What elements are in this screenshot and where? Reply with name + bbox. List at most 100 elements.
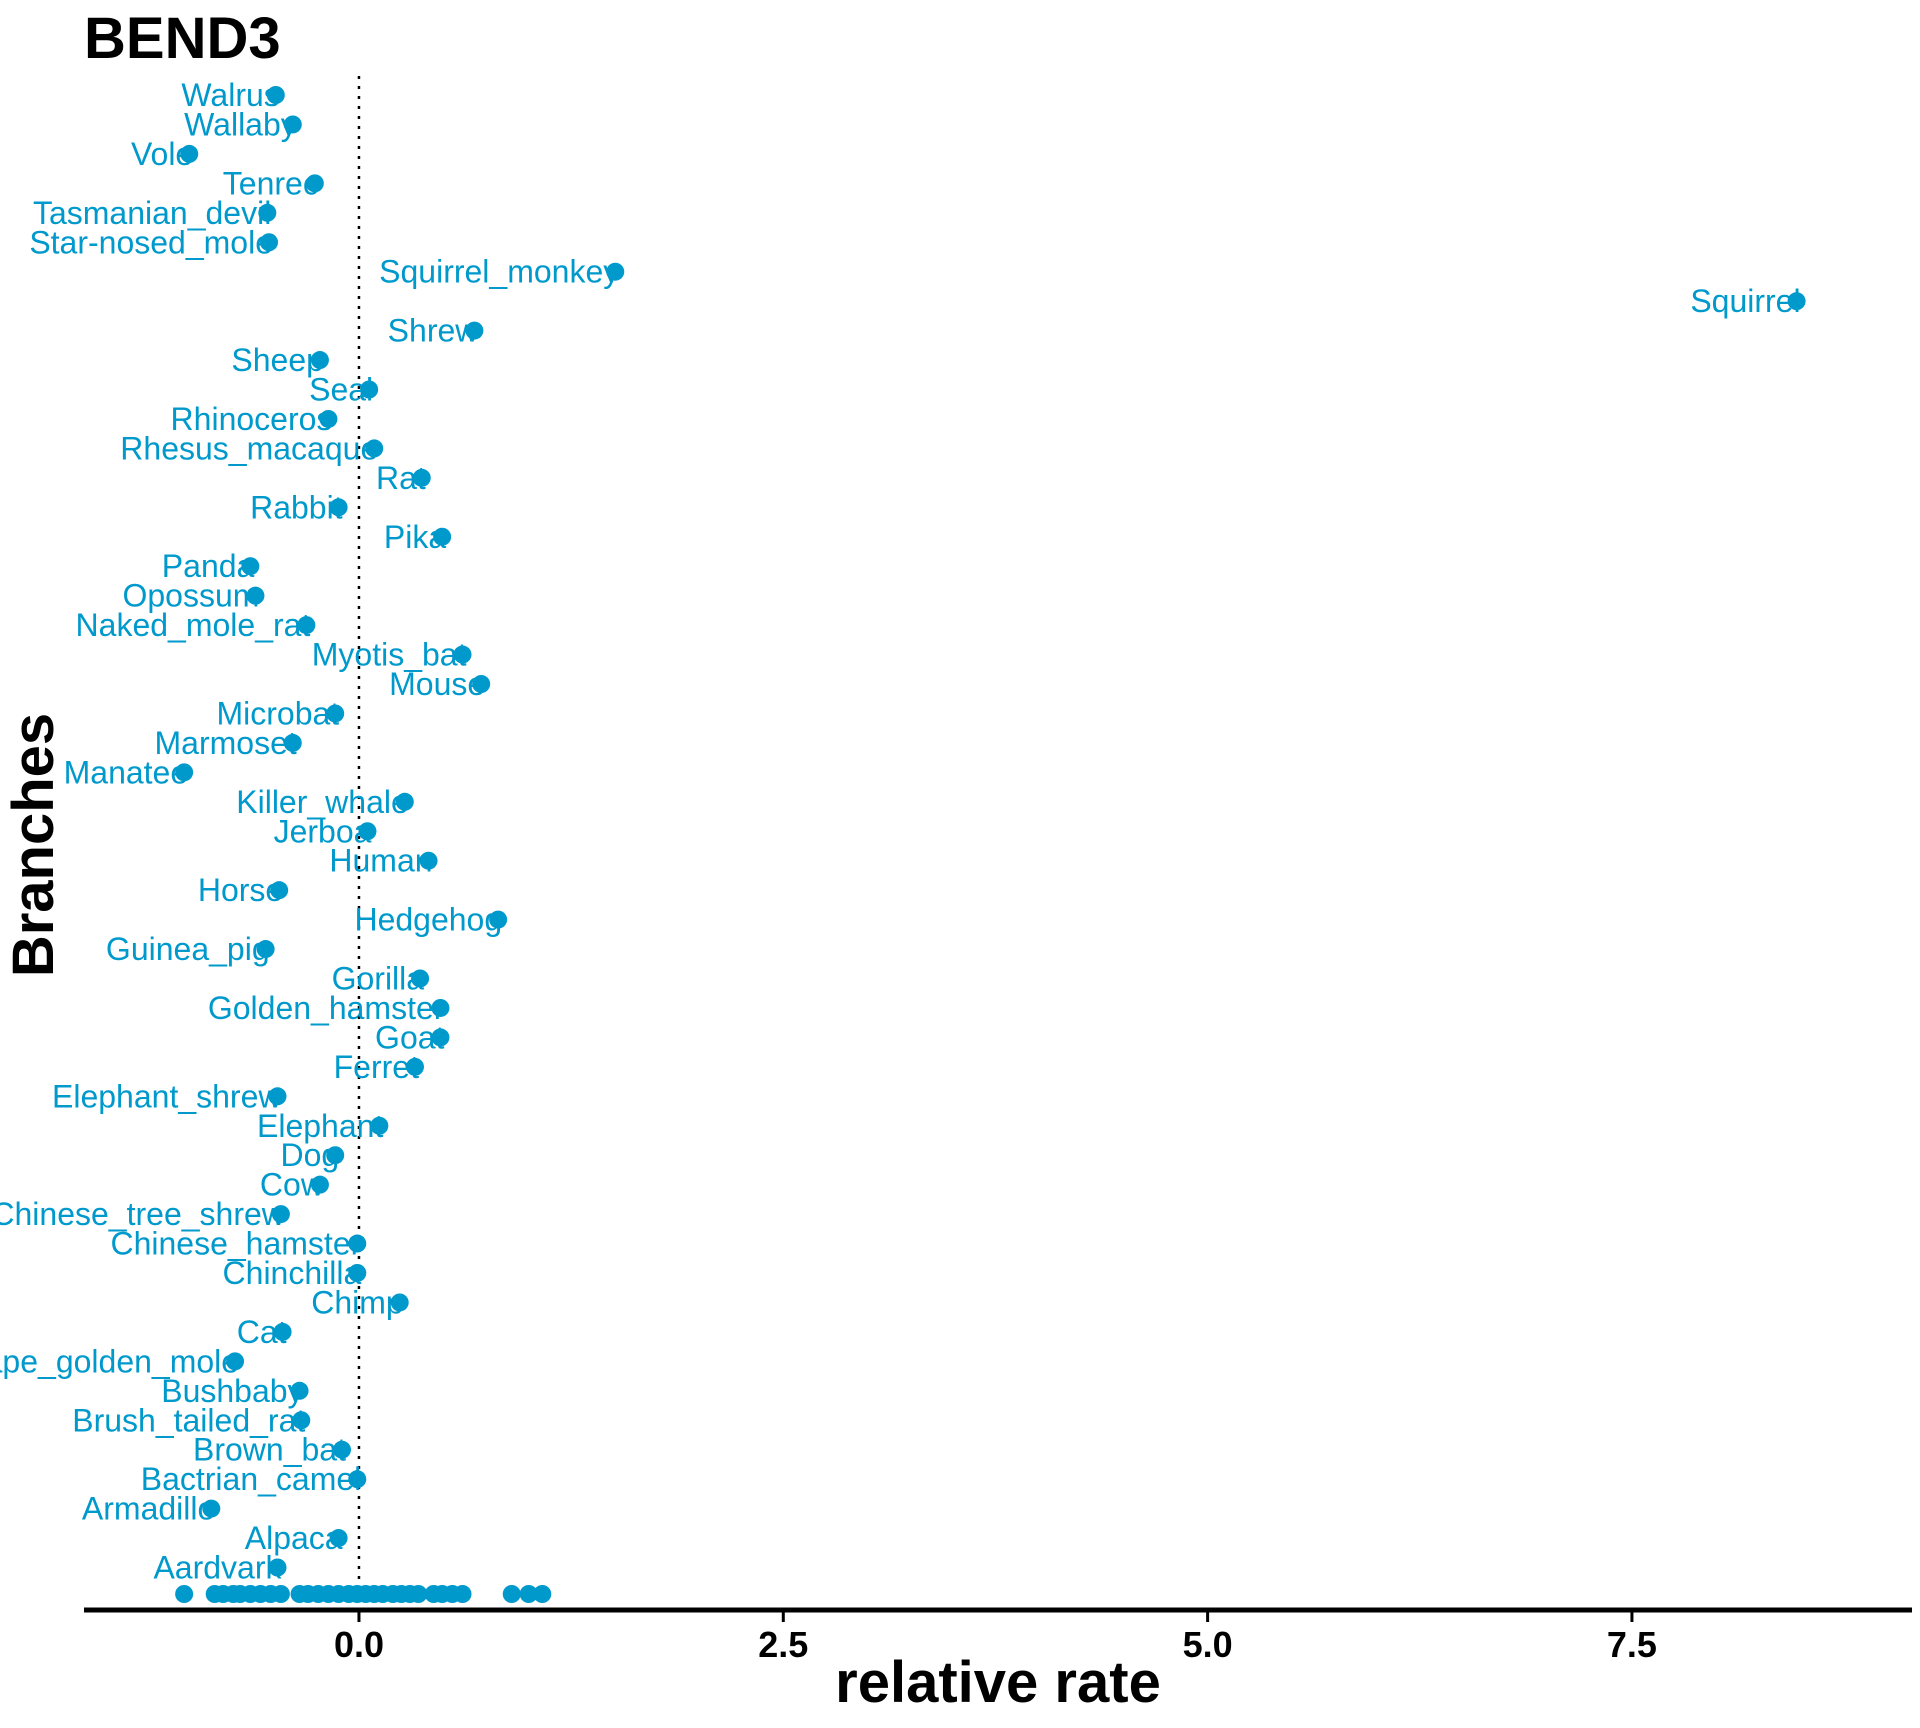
data-point [260,233,279,252]
x-tick-label: 5.0 [1183,1624,1233,1665]
data-point [266,86,285,104]
data-point [273,1322,292,1341]
data-point [348,1264,367,1282]
point-label: Rat [376,460,426,496]
point-label: Cat [237,1314,287,1350]
point-label: Elephant [257,1108,383,1144]
point-label: Armadillo [82,1491,215,1527]
point-label: Aardvark [153,1550,282,1586]
point-label: Rhesus_macaque [120,430,378,466]
point-label: Seal [309,372,373,408]
data-point [326,704,345,723]
rug-point [409,1585,428,1603]
point-label: Horse [198,872,283,908]
point-label: Marmoset [155,725,297,761]
point-label: Alpaca [245,1520,343,1556]
data-point [241,557,260,576]
point-label: Gorilla [332,961,425,997]
point-label: Human [329,843,432,879]
x-axis-ticks: 0.0 2.5 5.0 7.5 [334,1612,1657,1665]
point-label: Pika [384,519,446,555]
data-point [1787,292,1806,311]
data-point [319,409,338,428]
data-point [310,351,329,370]
data-point [465,321,484,340]
point-label: Brush_tailed_rat [72,1402,305,1438]
data-point [489,910,508,929]
data-point [271,1205,290,1224]
point-label: Squirrel [1690,283,1800,319]
data-point [453,645,472,664]
point-label: Golden_hamster [208,990,445,1026]
point-label: Shrew [388,313,480,349]
data-point [246,586,265,605]
point-label: Panda [162,548,255,584]
x-axis-label: relative rate [835,1650,1161,1715]
data-point [305,174,324,193]
point-label: Jerboa [274,813,372,849]
point-label: Naked_mole_rat [76,607,311,643]
rug-point [271,1585,290,1603]
data-point [395,792,414,811]
point-label: Dog [280,1137,339,1173]
data-point [431,1028,450,1047]
data-point [256,940,275,959]
rug-point [453,1585,472,1603]
point-label: Hedgehog [354,902,502,938]
point-label: Star-nosed_mole [29,224,273,260]
point-label: Goat [375,1019,444,1055]
data-point [431,998,450,1017]
rug-point [519,1585,538,1603]
data-point [329,498,348,517]
point-label: Tenrec [223,165,319,201]
rug-points [175,1585,552,1603]
data-point [358,822,377,841]
point-label: Chinese_tree_shrew [0,1196,286,1232]
data-point [175,763,194,782]
data-point [365,439,384,458]
data-point [268,1087,287,1106]
rug-point [502,1585,521,1603]
data-point [360,380,379,399]
rug-point [533,1585,552,1603]
data-point [348,1470,367,1489]
data-point [412,468,431,487]
data-point [270,881,289,900]
point-label: Rabbit [250,489,343,525]
chart-title: BEND3 [84,6,281,71]
data-point [292,1411,311,1430]
point-label: Tasmanian_devil [33,195,271,231]
point-label: Killer_whale [236,784,409,820]
x-tick-label: 7.5 [1607,1624,1657,1665]
data-point [472,675,491,693]
data-point [180,144,199,163]
point-label: Chimp [311,1284,403,1320]
point-label: Brown_bat [193,1432,346,1468]
point-label: Chinese_hamster [110,1226,361,1262]
data-point [326,1146,345,1165]
point-label: Opossum [122,578,259,614]
point-label: Rhinoceros [171,401,333,437]
point-label: Cow [260,1167,325,1203]
data-point [411,969,430,988]
point-label: Cape_golden_mole [0,1343,239,1379]
point-label: Mouse [389,666,485,702]
point-label: Myotis_bat [312,637,467,673]
point-label: Wallaby [184,106,297,142]
data-point [419,851,438,870]
data-point [258,203,277,222]
data-point [370,1116,389,1135]
point-label: Sheep [231,342,324,378]
data-point [297,616,316,635]
point-label: Squirrel_monkey [379,254,619,290]
point-label: Manatee [64,754,189,790]
data-point [405,1057,424,1076]
data-point [310,1175,329,1194]
point-label: Microbat [216,695,339,731]
data-point [226,1352,245,1371]
data-point [283,115,302,134]
data-point [290,1381,309,1400]
point-label: Ferret [334,1049,419,1085]
